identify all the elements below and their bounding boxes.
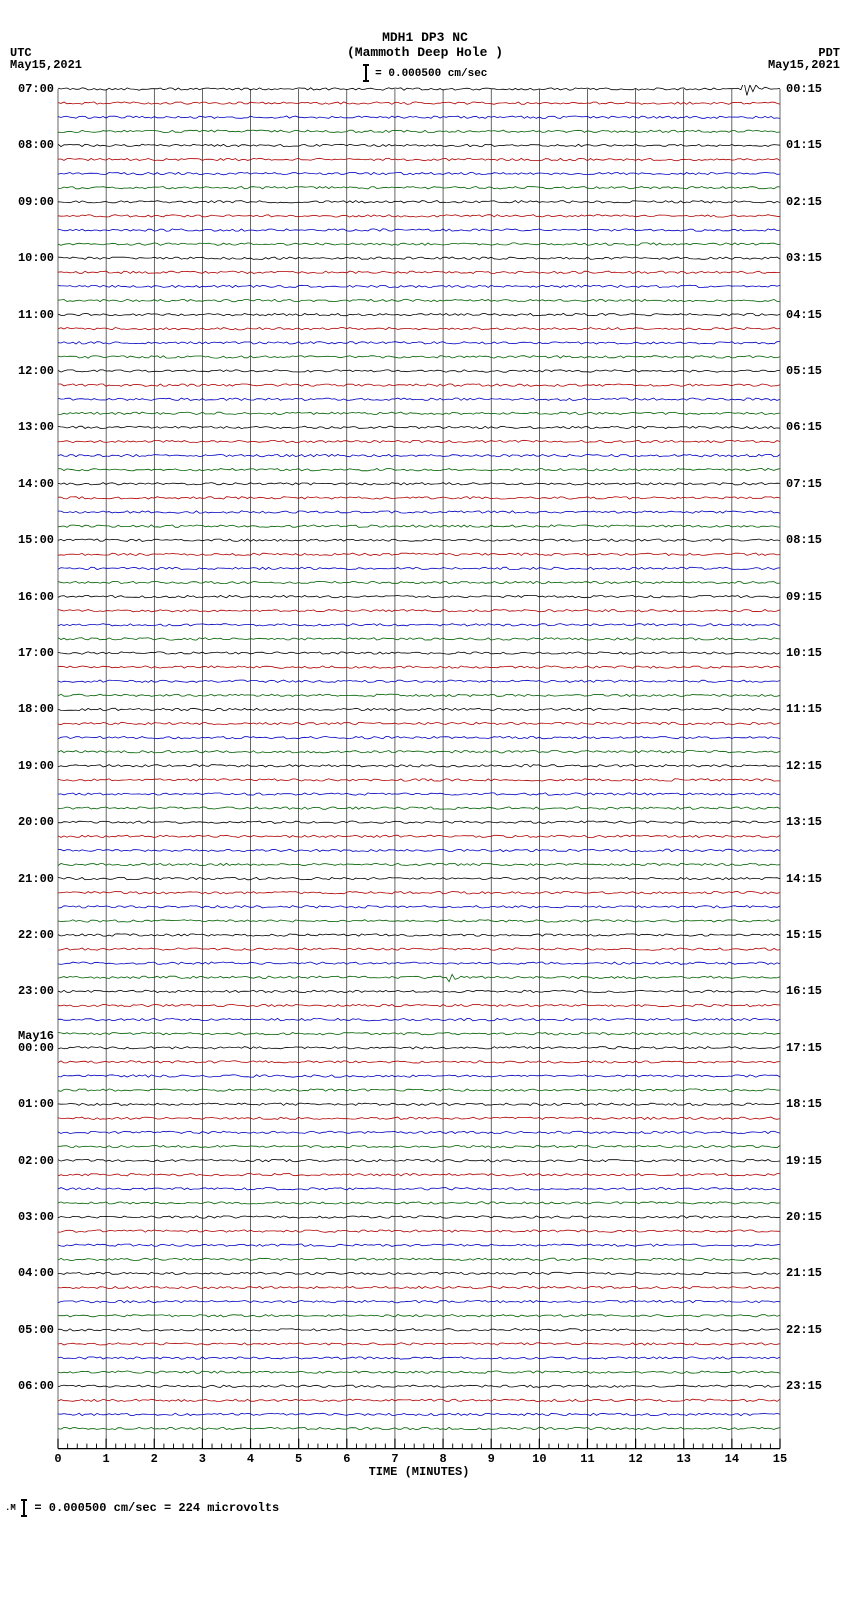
seismogram-page: UTC May15,2021 PDT May15,2021 MDH1 DP3 N… [0, 0, 850, 1613]
utc-hour-label: 04:00 [8, 1266, 54, 1280]
pdt-hour-label: 04:15 [786, 308, 836, 322]
utc-hour-label: 01:00 [8, 1097, 54, 1111]
pdt-hour-label: 12:15 [786, 759, 836, 773]
utc-hour-label: 12:00 [8, 364, 54, 378]
utc-hour-label: 22:00 [8, 928, 54, 942]
x-tick-label: 1 [96, 1452, 116, 1466]
x-tick-label: 8 [433, 1452, 453, 1466]
footer-scale-note: .M = 0.000500 cm/sec = 224 microvolts [5, 1499, 279, 1517]
pdt-hour-label: 07:15 [786, 477, 836, 491]
x-tick-label: 4 [241, 1452, 261, 1466]
x-tick-label: 7 [385, 1452, 405, 1466]
x-tick-label: 14 [722, 1452, 742, 1466]
pdt-hour-label: 01:15 [786, 138, 836, 152]
utc-hour-label: 09:00 [8, 195, 54, 209]
x-tick-label: 11 [577, 1452, 597, 1466]
utc-hour-label: 08:00 [8, 138, 54, 152]
utc-hour-label: 13:00 [8, 420, 54, 434]
chart-title-line2: (Mammoth Deep Hole ) [0, 45, 850, 60]
utc-hour-label: 18:00 [8, 702, 54, 716]
utc-hour-label: 02:00 [8, 1154, 54, 1168]
pdt-hour-label: 08:15 [786, 533, 836, 547]
utc-hour-label: 06:00 [8, 1379, 54, 1393]
utc-hour-label: 20:00 [8, 815, 54, 829]
utc-hour-label: 21:00 [8, 872, 54, 886]
x-tick-label: 3 [192, 1452, 212, 1466]
pdt-hour-label: 17:15 [786, 1041, 836, 1055]
pdt-hour-label: 11:15 [786, 702, 836, 716]
x-tick-label: 10 [529, 1452, 549, 1466]
x-tick-label: 12 [626, 1452, 646, 1466]
utc-hour-label: 11:00 [8, 308, 54, 322]
chart-title-line1: MDH1 DP3 NC [0, 30, 850, 45]
utc-hour-label: 15:00 [8, 533, 54, 547]
scale-bar-icon [363, 64, 369, 82]
x-tick-label: 13 [674, 1452, 694, 1466]
x-tick-label: 0 [48, 1452, 68, 1466]
utc-hour-label: 19:00 [8, 759, 54, 773]
pdt-hour-label: 14:15 [786, 872, 836, 886]
pdt-hour-label: 15:15 [786, 928, 836, 942]
x-tick-label: 15 [770, 1452, 790, 1466]
x-tick-label: 6 [337, 1452, 357, 1466]
scale-bar-icon [21, 1499, 27, 1517]
pdt-hour-label: 20:15 [786, 1210, 836, 1224]
scale-indicator: = 0.000500 cm/sec [0, 64, 850, 82]
seismogram-plot [0, 85, 850, 1585]
pdt-hour-label: 19:15 [786, 1154, 836, 1168]
utc-day-change-label: May16 [8, 1029, 54, 1043]
x-tick-label: 5 [289, 1452, 309, 1466]
utc-hour-label: 16:00 [8, 590, 54, 604]
x-tick-label: 2 [144, 1452, 164, 1466]
footer-text: = 0.000500 cm/sec = 224 microvolts [27, 1501, 279, 1515]
pdt-hour-label: 03:15 [786, 251, 836, 265]
pdt-hour-label: 13:15 [786, 815, 836, 829]
utc-hour-label: 00:00 [8, 1041, 54, 1055]
utc-hour-label: 14:00 [8, 477, 54, 491]
utc-hour-label: 23:00 [8, 984, 54, 998]
x-axis-title: TIME (MINUTES) [319, 1465, 519, 1479]
utc-hour-label: 05:00 [8, 1323, 54, 1337]
utc-hour-label: 07:00 [8, 82, 54, 96]
pdt-hour-label: 09:15 [786, 590, 836, 604]
utc-hour-label: 10:00 [8, 251, 54, 265]
pdt-hour-label: 22:15 [786, 1323, 836, 1337]
pdt-hour-label: 21:15 [786, 1266, 836, 1280]
utc-hour-label: 17:00 [8, 646, 54, 660]
pdt-hour-label: 10:15 [786, 646, 836, 660]
pdt-hour-label: 02:15 [786, 195, 836, 209]
utc-hour-label: 03:00 [8, 1210, 54, 1224]
pdt-hour-label: 23:15 [786, 1379, 836, 1393]
pdt-hour-label: 16:15 [786, 984, 836, 998]
x-tick-label: 9 [481, 1452, 501, 1466]
pdt-hour-label: 05:15 [786, 364, 836, 378]
footer-prefix: .M [5, 1503, 21, 1513]
pdt-hour-label: 18:15 [786, 1097, 836, 1111]
scale-text: = 0.000500 cm/sec [369, 68, 488, 80]
pdt-hour-label: 00:15 [786, 82, 836, 96]
pdt-hour-label: 06:15 [786, 420, 836, 434]
